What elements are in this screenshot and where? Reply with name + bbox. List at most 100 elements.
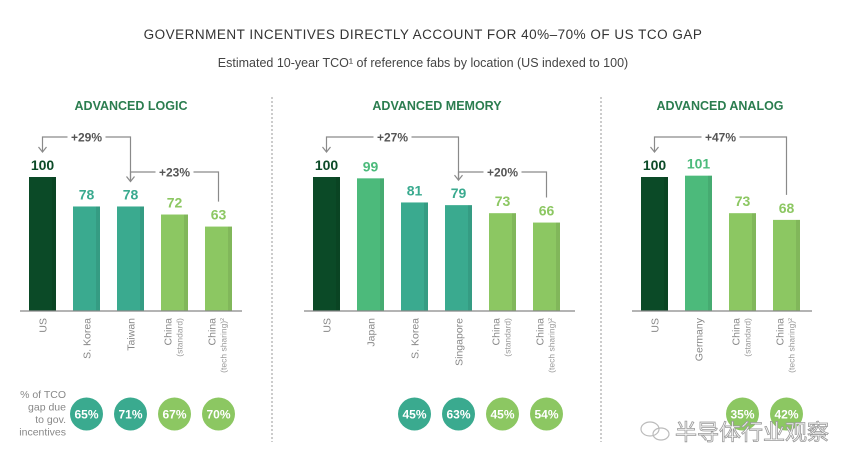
category-label: Singapore bbox=[454, 318, 466, 366]
gap-label: +29% bbox=[71, 131, 102, 145]
incentive-share-value: 63% bbox=[446, 408, 470, 422]
bar-shade bbox=[140, 206, 144, 311]
chart-title: GOVERNMENT INCENTIVES DIRECTLY ACCOUNT F… bbox=[144, 27, 703, 42]
incentive-share-badge bbox=[398, 397, 431, 431]
category-sublabel: (standard) bbox=[743, 318, 753, 357]
incentive-share-badge bbox=[530, 397, 563, 431]
incentive-share-badge bbox=[442, 397, 475, 431]
bar-shade bbox=[664, 177, 668, 311]
arrow-down-icon bbox=[38, 146, 47, 153]
bar-shade bbox=[556, 222, 560, 311]
category-sublabel: (tech sharing)² bbox=[547, 318, 557, 373]
bar-value-label: 78 bbox=[123, 186, 139, 202]
panel-advanced-logic: ADVANCED LOGIC 100 US 78 S. Korea 65% 78 Taiwan… bbox=[20, 99, 242, 431]
gap-label: +23% bbox=[159, 166, 190, 180]
category-label: Germany bbox=[694, 317, 706, 361]
category-label: S. Korea bbox=[410, 318, 422, 359]
gap-bracket: +29% bbox=[38, 129, 132, 182]
bar-value-label: 78 bbox=[79, 186, 95, 202]
incentive-share-value: 45% bbox=[490, 408, 514, 422]
gap-bracket: +20% bbox=[454, 164, 548, 198]
incentive-share-badge bbox=[158, 397, 191, 431]
bar-value-label: 100 bbox=[31, 157, 55, 173]
bar-value-label: 81 bbox=[407, 182, 423, 198]
bar-shade bbox=[796, 219, 800, 311]
category-label: Taiwan bbox=[126, 318, 138, 351]
bracket-label-bg bbox=[701, 129, 740, 145]
category-label: China bbox=[535, 318, 547, 346]
bar-shade bbox=[336, 177, 340, 311]
chart-subtitle: Estimated 10-year TCO¹ of reference fabs… bbox=[218, 56, 628, 70]
category-label: S. Korea bbox=[82, 318, 94, 359]
watermark-text: 半导体行业观察 bbox=[675, 420, 829, 445]
bar bbox=[533, 222, 560, 311]
bar-shade bbox=[424, 202, 428, 311]
gap-label: +20% bbox=[487, 166, 518, 180]
incentive-share-value: 65% bbox=[74, 408, 98, 422]
arrow-down-icon bbox=[650, 146, 659, 153]
category-sublabel: (standard) bbox=[175, 318, 185, 357]
bar-shade bbox=[96, 206, 100, 311]
bar-value-label: 68 bbox=[779, 200, 795, 216]
bar-shade bbox=[512, 213, 516, 311]
gap-bracket: +47% bbox=[650, 129, 788, 195]
bar bbox=[729, 213, 756, 311]
incentive-share-badge bbox=[726, 397, 759, 431]
bar-value-label: 100 bbox=[643, 157, 667, 173]
wechat-icon bbox=[640, 421, 670, 441]
category-label: China bbox=[207, 318, 219, 346]
bar-shade bbox=[184, 214, 188, 311]
bar bbox=[161, 214, 188, 311]
category-label: China bbox=[775, 318, 787, 346]
row-label-line: incentives bbox=[19, 427, 66, 439]
incentive-share-badge bbox=[486, 397, 519, 431]
bar-value-label: 73 bbox=[495, 193, 511, 209]
category-label: Japan bbox=[366, 318, 378, 347]
bar bbox=[29, 177, 56, 311]
bar-value-label: 63 bbox=[211, 207, 227, 223]
bar bbox=[685, 175, 712, 311]
gap-bracket: +27% bbox=[322, 129, 460, 181]
bar-value-label: 100 bbox=[315, 157, 339, 173]
category-label: US bbox=[650, 318, 662, 333]
category-label: China bbox=[731, 318, 743, 346]
bar-shade bbox=[228, 226, 232, 311]
bracket-label-bg bbox=[483, 164, 522, 180]
incentive-share-value: 45% bbox=[402, 408, 426, 422]
bar bbox=[313, 177, 340, 311]
category-label: China bbox=[163, 318, 175, 346]
bar-value-label: 99 bbox=[363, 158, 379, 174]
bar bbox=[773, 219, 800, 311]
bar-shade bbox=[752, 213, 756, 311]
incentive-share-value: 71% bbox=[118, 408, 142, 422]
bar-shade bbox=[708, 175, 712, 311]
bar bbox=[401, 202, 428, 311]
category-label: US bbox=[322, 318, 334, 333]
row-label-line: gap due bbox=[28, 402, 66, 414]
gap-bracket: +23% bbox=[126, 164, 220, 202]
bar bbox=[205, 226, 232, 311]
row-label-line: to gov. bbox=[35, 414, 66, 426]
incentive-share-badge bbox=[770, 397, 803, 431]
panel-advanced-memory: ADVANCED MEMORY 100 US 99 Japan 81 S. Korea 45%… bbox=[304, 99, 575, 431]
row-label-line: % of TCO bbox=[20, 389, 66, 401]
bracket-label-bg bbox=[155, 164, 194, 180]
bar bbox=[641, 177, 668, 311]
incentive-share-value: 42% bbox=[774, 408, 798, 422]
gap-label: +47% bbox=[705, 131, 736, 145]
incentive-share-value: 54% bbox=[534, 408, 558, 422]
incentive-share-value: 70% bbox=[206, 408, 230, 422]
category-sublabel: (tech sharing)² bbox=[219, 318, 229, 373]
watermark: 半导体行业观察 bbox=[640, 420, 829, 445]
bar-value-label: 66 bbox=[539, 203, 555, 219]
bracket-line bbox=[653, 136, 788, 195]
arrow-down-icon bbox=[322, 146, 331, 153]
bar-value-label: 73 bbox=[735, 193, 751, 209]
bar bbox=[117, 206, 144, 311]
category-sublabel: (standard) bbox=[503, 318, 513, 357]
panel-title: ADVANCED MEMORY bbox=[372, 99, 502, 113]
incentive-share-value: 67% bbox=[162, 408, 186, 422]
